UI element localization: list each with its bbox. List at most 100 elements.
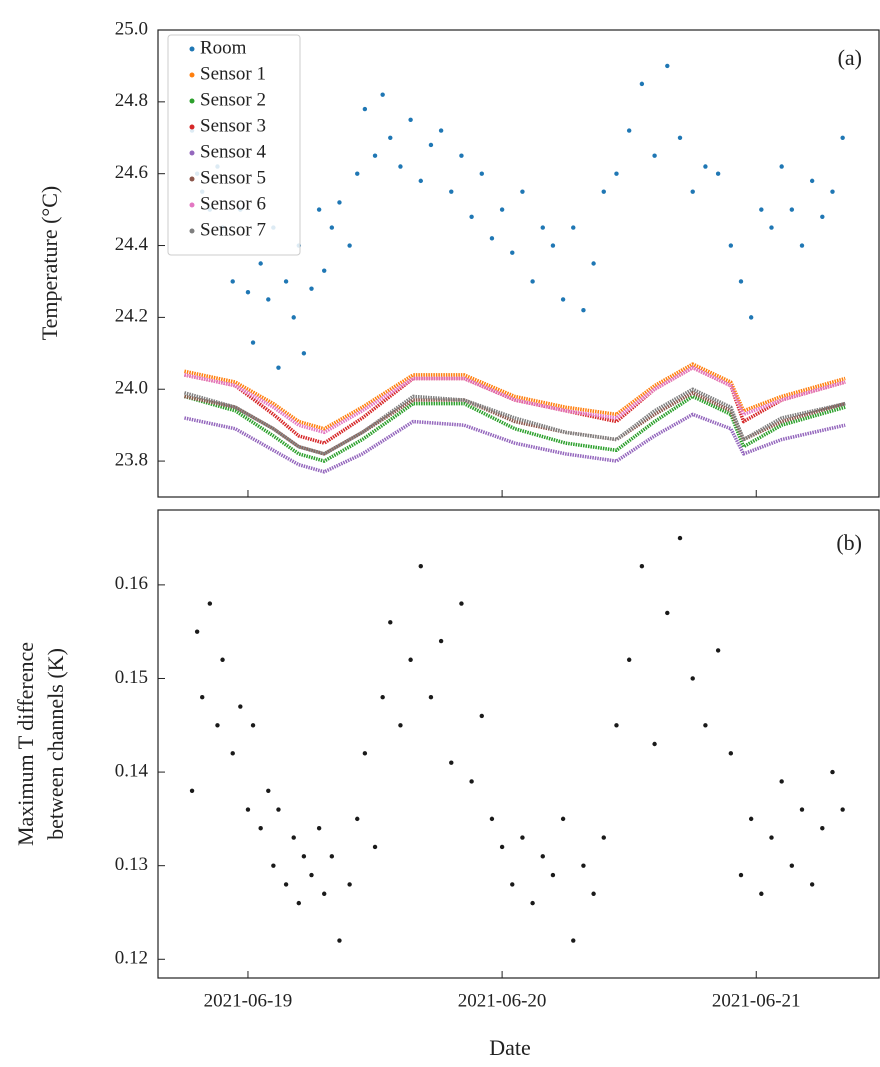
data-point xyxy=(626,657,632,662)
y-tick-label: 0.13 xyxy=(115,854,148,875)
data-point xyxy=(291,835,296,840)
legend-marker xyxy=(189,46,195,52)
data-point xyxy=(283,279,289,284)
data-point xyxy=(469,214,474,219)
data-point xyxy=(291,315,296,320)
data-point xyxy=(316,826,322,831)
sensor-line xyxy=(184,365,846,435)
data-point xyxy=(408,657,413,662)
legend-label: Sensor 5 xyxy=(200,167,266,188)
data-point xyxy=(469,779,474,784)
data-point xyxy=(347,243,352,248)
y-tick-label: 24.2 xyxy=(115,306,148,327)
legend-marker xyxy=(189,202,195,208)
data-point xyxy=(799,807,805,812)
data-point xyxy=(296,900,301,906)
legend-marker xyxy=(189,98,195,104)
data-point xyxy=(189,788,195,793)
sensor-line xyxy=(184,391,846,456)
data-point xyxy=(322,268,327,273)
data-point xyxy=(540,225,545,230)
data-point xyxy=(499,844,505,850)
legend-marker xyxy=(189,124,195,130)
panel-label: (b) xyxy=(836,530,862,555)
data-point xyxy=(428,695,434,700)
legend-label: Sensor 7 xyxy=(200,219,266,240)
data-point xyxy=(820,214,825,219)
x-tick-label: 2021-06-21 xyxy=(712,990,801,1011)
data-point xyxy=(840,807,845,812)
y-tick-label: 0.12 xyxy=(115,948,148,969)
data-point xyxy=(200,695,205,700)
data-point xyxy=(560,816,566,822)
data-point xyxy=(703,723,708,728)
y-tick-label: 24.6 xyxy=(115,162,148,183)
legend-marker xyxy=(189,150,195,156)
data-point xyxy=(266,788,271,793)
data-point xyxy=(840,135,845,140)
data-point xyxy=(540,854,545,859)
axes-frame xyxy=(157,509,880,979)
y-axis-label: between channels (K) xyxy=(43,648,68,840)
data-point xyxy=(250,340,256,345)
data-point xyxy=(355,171,360,176)
data-point xyxy=(276,365,281,370)
x-tick-label: 2021-06-19 xyxy=(204,990,293,1011)
sensor-line xyxy=(183,387,846,456)
data-point xyxy=(652,741,657,747)
data-point xyxy=(769,835,774,840)
data-point xyxy=(703,164,708,169)
data-point xyxy=(614,723,619,728)
data-point xyxy=(665,610,670,616)
data-point xyxy=(614,171,619,176)
data-point xyxy=(258,826,263,831)
legend-label: Sensor 2 xyxy=(200,89,266,110)
data-point xyxy=(449,760,454,765)
data-point xyxy=(322,891,327,896)
data-point xyxy=(276,807,281,812)
data-point xyxy=(809,178,815,184)
data-point xyxy=(362,106,368,112)
data-point xyxy=(690,189,695,194)
legend-label: Sensor 6 xyxy=(200,193,266,214)
data-point xyxy=(748,816,754,822)
data-point xyxy=(639,81,645,87)
data-point xyxy=(230,751,235,756)
data-point xyxy=(820,826,825,831)
data-point xyxy=(245,807,251,812)
data-point xyxy=(530,279,535,284)
data-point xyxy=(779,779,784,784)
data-point xyxy=(258,261,263,266)
data-point xyxy=(489,236,495,241)
data-point xyxy=(438,638,444,644)
data-point xyxy=(601,835,606,840)
data-point xyxy=(510,250,515,255)
data-point xyxy=(428,142,434,148)
data-point xyxy=(459,153,464,158)
data-point xyxy=(830,189,835,194)
data-point xyxy=(789,863,795,868)
sensor-line xyxy=(184,365,846,445)
data-point xyxy=(715,171,721,176)
data-point xyxy=(550,872,556,878)
y-axis-label: Temperature (°C) xyxy=(37,186,62,340)
data-point xyxy=(830,769,835,775)
y-tick-label: 24.4 xyxy=(115,234,149,255)
data-point xyxy=(362,751,368,756)
data-point xyxy=(809,882,815,887)
data-point xyxy=(347,882,352,887)
data-point xyxy=(769,225,774,230)
y-tick-label: 0.16 xyxy=(115,573,148,594)
legend-marker xyxy=(189,228,195,234)
data-point xyxy=(677,535,683,541)
data-point xyxy=(728,243,734,248)
data-point xyxy=(380,695,385,700)
data-point xyxy=(581,863,586,868)
data-point xyxy=(499,207,505,212)
data-point xyxy=(728,751,734,756)
data-point xyxy=(388,620,393,625)
data-point xyxy=(438,128,444,133)
data-point xyxy=(459,601,464,606)
